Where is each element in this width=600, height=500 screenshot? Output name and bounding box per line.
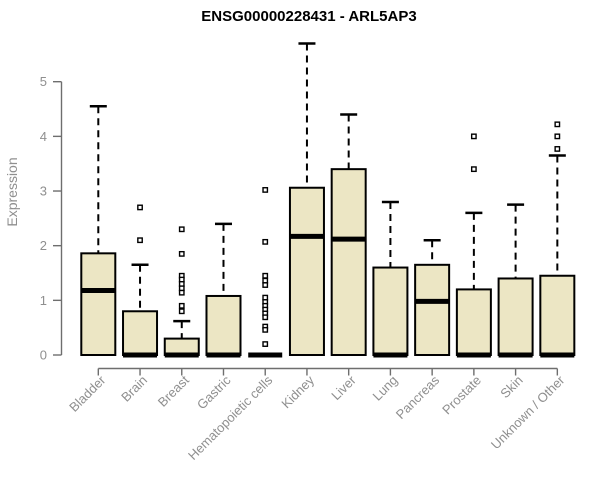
outlier-point: [178, 250, 185, 257]
x-category-label-gastric: Gastric: [194, 372, 234, 412]
box-bladder: [80, 105, 117, 356]
outlier-point: [470, 166, 477, 173]
iqr-box: [497, 277, 534, 357]
y-tick-label: 5: [40, 74, 47, 89]
x-category-label-skin: Skin: [497, 373, 525, 401]
outlier-point: [178, 302, 185, 309]
outlier-point: [554, 146, 561, 152]
outlier-point: [262, 326, 269, 333]
iqr-box: [122, 310, 159, 357]
y-tick-label: 2: [40, 238, 47, 253]
x-category-label-breast: Breast: [155, 372, 192, 409]
iqr-box: [539, 274, 576, 357]
x-category-label-prostate: Prostate: [439, 373, 484, 418]
outlier-point: [470, 133, 477, 140]
outlier-point: [262, 314, 269, 321]
box-liver: [330, 113, 367, 356]
box-breast: [163, 226, 200, 358]
outlier-point: [178, 308, 185, 315]
box-series: [80, 42, 576, 358]
iqr-box: [372, 266, 409, 357]
box-gastric: [205, 222, 242, 358]
y-tick-label: 0: [40, 348, 47, 363]
box-prostate: [455, 133, 492, 358]
outlier-point: [137, 204, 143, 211]
outlier-point: [178, 226, 185, 233]
x-category-label-kidney: Kidney: [278, 372, 317, 411]
y-axis-label: Expression: [4, 157, 20, 226]
box-pancreas: [414, 238, 451, 357]
x-category-label-liver: Liver: [328, 372, 359, 403]
outlier-point: [137, 237, 143, 244]
x-category-label-pancreas: Pancreas: [393, 372, 443, 422]
box-brain: [122, 204, 159, 358]
box-unknown-other: [539, 121, 576, 358]
x-category-label-brain: Brain: [118, 373, 150, 405]
outlier-point: [262, 282, 269, 288]
iqr-box: [330, 168, 367, 356]
outlier-point: [554, 133, 561, 140]
iqr-box: [80, 252, 117, 356]
box-lung: [372, 200, 409, 358]
outlier-point: [262, 272, 269, 279]
x-category-label-lung: Lung: [369, 373, 400, 404]
x-category-label-unknown-other: Unknown / Other: [488, 372, 568, 452]
outlier-point: [262, 187, 269, 193]
outlier-point: [178, 289, 185, 296]
iqr-box: [288, 186, 325, 356]
x-category-label-bladder: Bladder: [66, 372, 109, 415]
box-skin: [497, 203, 534, 358]
box-kidney: [288, 42, 325, 356]
iqr-box: [455, 288, 492, 356]
iqr-box: [414, 263, 451, 357]
y-tick-label: 4: [40, 129, 47, 144]
y-tick-label: 3: [40, 184, 47, 199]
outlier-point: [262, 341, 269, 347]
y-tick-label: 1: [40, 293, 47, 308]
box-hematopoietic-cells: [248, 187, 283, 358]
outlier-point: [554, 121, 561, 128]
outlier-point: [262, 238, 269, 245]
chart-title: ENSG00000228431 - ARL5AP3: [201, 8, 416, 25]
iqr-box: [205, 294, 242, 356]
